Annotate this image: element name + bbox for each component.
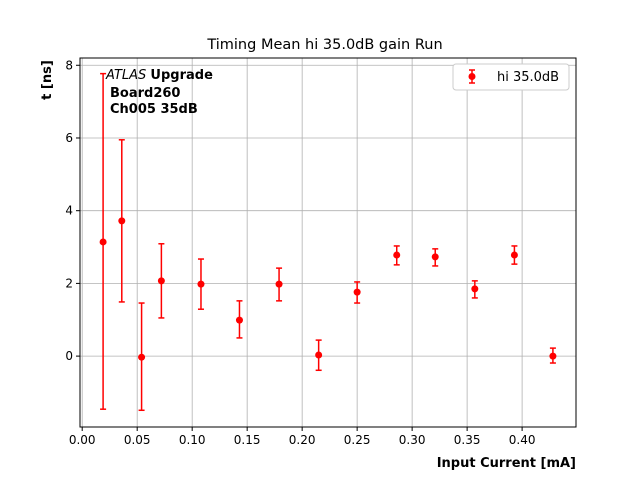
axis-ticks: 0.00 0.05 0.10 0.15 0.20 0.25 0.30 0.35 0.40 0 2 4 6… [65, 58, 535, 447]
y-tick-label: 6 [65, 131, 73, 145]
x-tick-label: 0.35 [454, 433, 481, 447]
x-tick-label: 0.25 [344, 433, 371, 447]
annotation-bold: Upgrade [150, 68, 213, 83]
x-tick-label: 0.30 [399, 433, 426, 447]
x-tick-label: 0.10 [179, 433, 206, 447]
data-point [315, 351, 323, 359]
data-point [157, 277, 165, 285]
data-point [510, 251, 518, 259]
y-tick-label: 2 [65, 276, 73, 290]
x-tick-label: 0.20 [289, 433, 316, 447]
x-tick-label: 0.00 [69, 433, 96, 447]
x-tick-label: 0.05 [124, 433, 151, 447]
data-point [235, 316, 243, 324]
y-axis-label: t [ns] [40, 60, 55, 100]
x-axis-label: Input Current [mA] [437, 456, 576, 471]
x-tick-label: 0.40 [509, 433, 536, 447]
annotation: ATLAS Upgrade Board260 Ch005 35dB [105, 68, 213, 117]
x-tick-label: 0.15 [234, 433, 261, 447]
data-point [118, 217, 126, 225]
data-point [393, 251, 401, 259]
annotation-line: Ch005 35dB [110, 102, 198, 117]
data-point [431, 253, 439, 261]
plot-frame [79, 57, 577, 428]
legend-marker [468, 73, 476, 80]
data-series [99, 72, 557, 412]
chart-title: Timing Mean hi 35.0dB gain Run [206, 37, 442, 53]
y-tick-label: 8 [65, 58, 73, 72]
annotation-line: Board260 [110, 86, 180, 101]
y-tick-label: 4 [65, 204, 73, 218]
data-point [549, 352, 557, 360]
annotation-italic: ATLAS [105, 68, 146, 83]
data-point [353, 288, 361, 296]
data-point [99, 238, 107, 246]
data-point [138, 353, 146, 361]
legend: hi 35.0dB [452, 63, 570, 91]
data-point [471, 285, 479, 293]
legend-label: hi 35.0dB [497, 70, 559, 85]
data-point [275, 280, 283, 288]
svg-text:ATLAS Upgrade: ATLAS Upgrade [105, 68, 213, 83]
y-tick-label: 0 [65, 349, 73, 363]
data-point [197, 280, 205, 288]
grid [80, 58, 576, 427]
